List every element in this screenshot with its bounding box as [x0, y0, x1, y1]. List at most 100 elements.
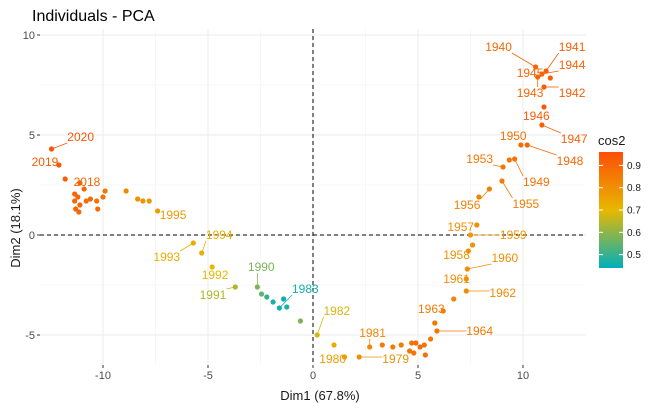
data-point — [155, 208, 161, 214]
data-point — [407, 348, 413, 354]
data-point — [76, 209, 82, 215]
legend-tick-label: 0.7 — [627, 206, 641, 217]
point-label: 1957 — [447, 220, 474, 234]
data-point — [422, 352, 428, 358]
point-label: 1947 — [561, 132, 588, 146]
label-connector — [545, 52, 560, 72]
point-label: 1983 — [292, 282, 319, 296]
data-point — [341, 354, 348, 360]
point-label: 2018 — [74, 175, 101, 189]
data-point — [417, 344, 423, 350]
data-point — [474, 222, 480, 228]
data-point — [524, 142, 530, 148]
legend-title: cos2 — [598, 133, 625, 148]
data-point — [533, 64, 539, 70]
point-label: 1980 — [319, 352, 346, 366]
label-connector — [316, 316, 324, 336]
data-point — [331, 342, 337, 348]
data-point — [535, 74, 541, 80]
data-point — [547, 75, 553, 81]
point-label: 2019 — [32, 155, 59, 169]
data-point — [541, 104, 547, 110]
data-point — [543, 68, 549, 74]
data-point — [367, 344, 373, 350]
data-point — [72, 198, 78, 204]
data-point — [190, 240, 196, 246]
legend-tick-label: 0.9 — [627, 161, 641, 172]
point-label: 1942 — [559, 86, 586, 100]
plot-title: Individuals - PCA — [32, 8, 155, 25]
label-connector — [467, 263, 492, 270]
point-label: 1963 — [418, 302, 445, 316]
data-point — [254, 284, 260, 290]
point-labels: 1940 1941 1944 1945 1943 1942 1946 1947 1950 1953… — [32, 40, 588, 366]
data-point — [379, 342, 385, 348]
label-connector — [501, 180, 513, 199]
y-tick-label: 10 — [23, 30, 35, 42]
label-connector — [279, 294, 293, 309]
data-point — [81, 186, 87, 192]
data-point — [356, 354, 362, 360]
data-point — [432, 320, 438, 326]
data-point — [83, 198, 89, 204]
point-label: 1950 — [500, 129, 527, 143]
data-point — [135, 196, 141, 202]
data-point — [499, 178, 505, 184]
data-point — [146, 198, 152, 204]
point-label: 1994 — [206, 228, 233, 242]
data-point — [48, 146, 55, 152]
legend: cos2 0.5 0.6 0.7 0.8 0.9 — [598, 133, 641, 268]
point-label: 1945 — [517, 66, 544, 80]
point-label: 1956 — [454, 198, 481, 212]
data-point — [140, 198, 146, 204]
point-label: 1992 — [202, 268, 229, 282]
point-label: 1993 — [153, 250, 180, 264]
label-connector — [541, 124, 561, 134]
point-label: 1981 — [359, 326, 386, 340]
data-point — [451, 296, 457, 302]
data-point — [314, 332, 320, 338]
point-label: 1955 — [513, 197, 540, 211]
data-point — [77, 202, 83, 208]
y-axis-ticks: -5 0 5 10 — [23, 30, 40, 342]
data-point — [428, 336, 434, 342]
data-point — [398, 342, 404, 348]
data-point — [276, 305, 282, 311]
data-point — [413, 340, 419, 346]
data-point — [77, 180, 83, 186]
point-label: 1959 — [500, 228, 527, 242]
point-label: 1961 — [443, 272, 470, 286]
point-label: 1982 — [324, 304, 351, 318]
data-point — [470, 242, 476, 248]
label-connector — [51, 142, 68, 150]
x-tick-label: 5 — [415, 370, 421, 382]
x-axis-title: Dim1 (67.8%) — [280, 388, 359, 403]
data-point — [62, 176, 68, 182]
y-axis-title: Dim2 (18.1%) — [8, 188, 23, 267]
x-tick-label: 10 — [517, 370, 529, 382]
data-point — [464, 266, 470, 272]
point-label: 1941 — [559, 40, 586, 54]
point-label: 1953 — [466, 152, 493, 166]
point-label: 1946 — [523, 109, 550, 123]
data-point — [284, 304, 290, 310]
data-point — [232, 284, 238, 290]
point-label: 1944 — [559, 58, 586, 72]
data-point — [539, 122, 545, 128]
legend-tick-label: 0.8 — [627, 183, 641, 194]
point-label: 1979 — [382, 352, 409, 366]
data-point — [486, 186, 492, 192]
y-tick-label: 5 — [29, 130, 35, 142]
data-point — [390, 344, 396, 350]
data-point — [411, 350, 417, 356]
data-point — [270, 299, 276, 305]
data-point — [72, 191, 78, 197]
data-point — [541, 84, 547, 90]
label-connectors — [51, 52, 561, 358]
data-point — [467, 232, 474, 238]
data-point — [94, 198, 100, 204]
data-point — [506, 157, 512, 163]
point-label: 1940 — [485, 40, 512, 54]
data-point — [87, 196, 93, 202]
